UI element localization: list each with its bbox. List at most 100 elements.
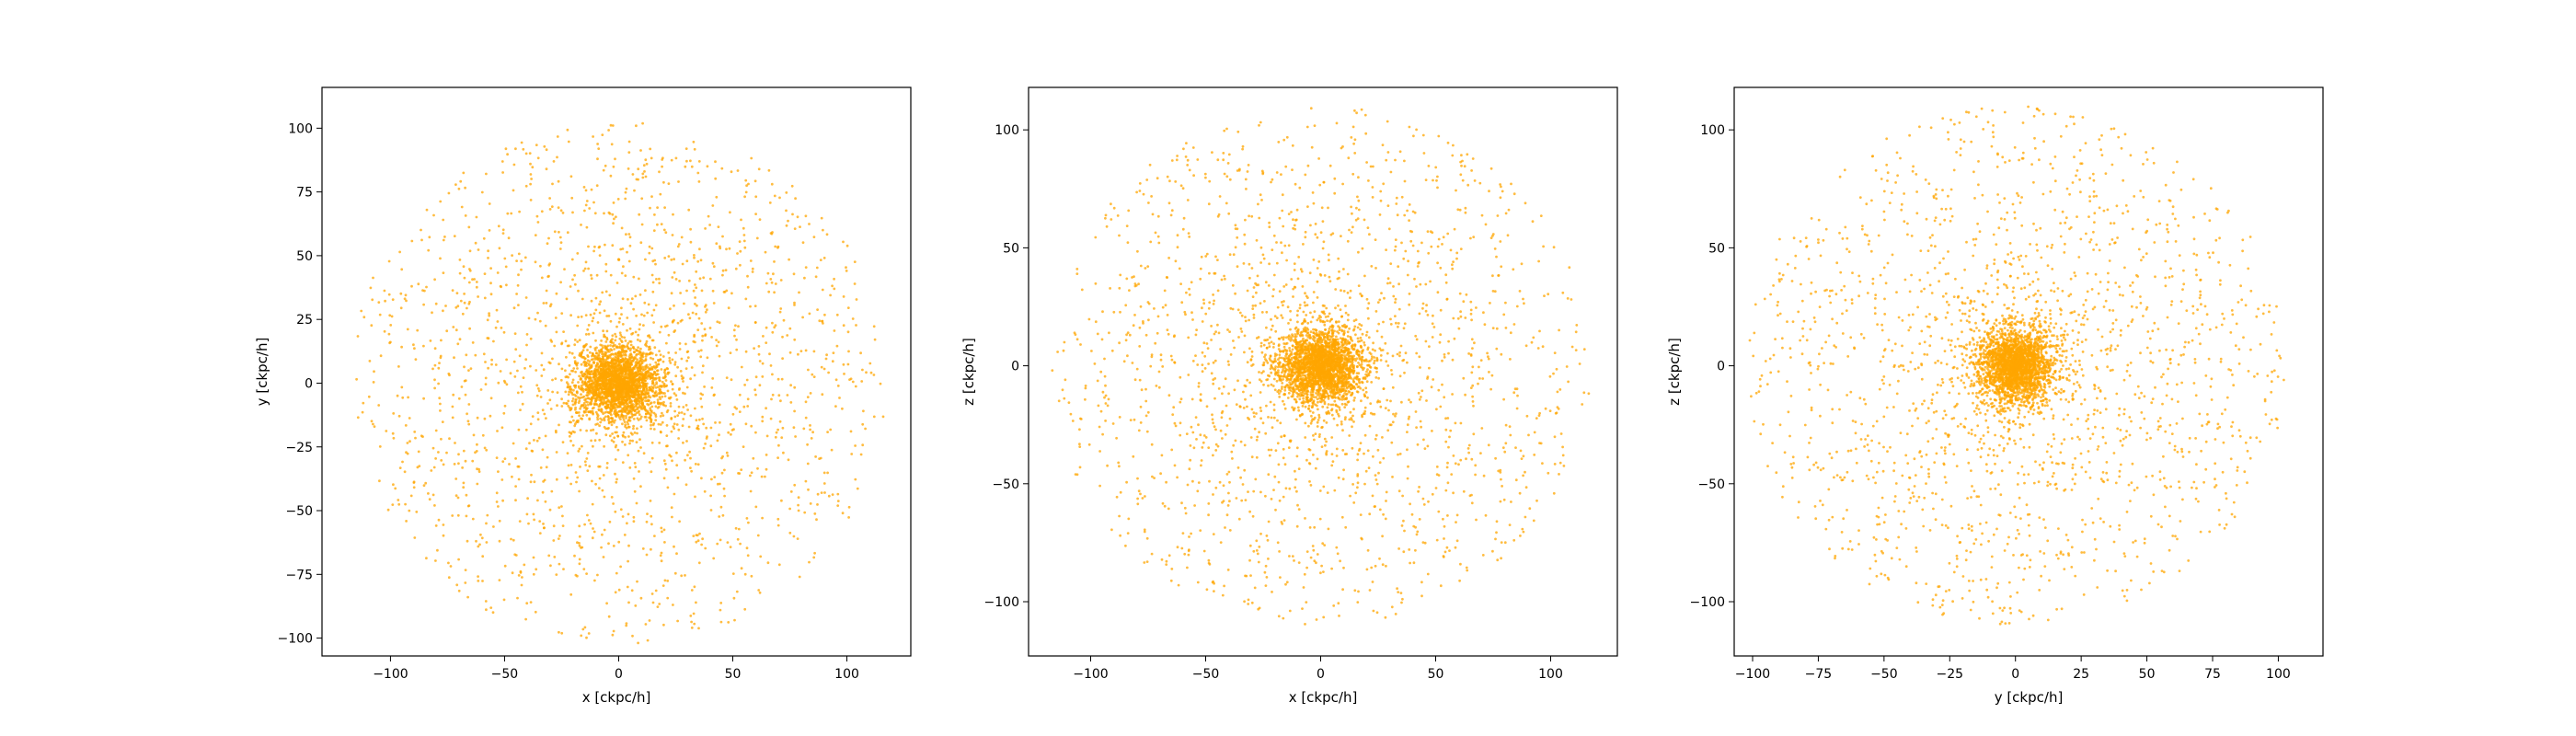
data-point xyxy=(520,141,523,144)
data-point xyxy=(488,312,490,316)
data-point xyxy=(744,178,748,182)
data-point xyxy=(869,371,873,374)
data-point xyxy=(590,391,593,395)
data-point xyxy=(1471,347,1474,350)
data-point xyxy=(631,408,635,411)
data-point xyxy=(862,409,865,413)
data-point xyxy=(649,367,651,370)
data-point xyxy=(674,374,678,378)
data-point xyxy=(628,416,632,420)
data-point xyxy=(627,601,630,604)
data-point xyxy=(723,494,726,498)
data-point xyxy=(645,391,648,395)
data-point xyxy=(708,277,712,281)
data-point xyxy=(1404,351,1408,355)
data-point xyxy=(615,425,618,429)
data-point xyxy=(693,585,696,589)
data-point xyxy=(827,494,831,498)
data-point xyxy=(674,351,677,354)
data-point xyxy=(484,376,488,380)
data-point xyxy=(771,321,774,325)
data-point xyxy=(585,362,589,364)
data-point xyxy=(580,224,582,226)
data-point xyxy=(408,440,411,443)
data-point xyxy=(709,509,713,512)
data-point xyxy=(646,638,650,642)
data-point xyxy=(627,341,630,345)
data-point xyxy=(478,543,481,546)
data-point xyxy=(1182,216,1186,220)
data-point xyxy=(488,202,491,205)
data-point xyxy=(442,218,445,222)
data-point xyxy=(818,319,822,323)
data-point xyxy=(551,357,554,361)
data-point xyxy=(619,358,623,362)
data-point xyxy=(531,415,535,418)
data-point xyxy=(794,435,797,438)
data-point xyxy=(590,382,593,385)
data-point xyxy=(1357,590,1360,593)
data-point xyxy=(596,376,599,380)
data-point xyxy=(420,238,423,242)
data-point xyxy=(477,248,480,251)
data-point xyxy=(1103,374,1107,378)
data-point xyxy=(519,408,522,411)
data-point xyxy=(731,412,735,416)
data-point xyxy=(1252,411,1256,415)
data-point xyxy=(710,477,713,481)
data-point xyxy=(825,353,828,357)
data-point xyxy=(601,489,604,492)
data-point xyxy=(576,340,580,343)
data-point xyxy=(1414,548,1417,552)
data-point xyxy=(588,418,592,421)
data-point xyxy=(414,436,417,440)
data-point xyxy=(416,328,420,332)
data-point xyxy=(1421,302,1425,305)
data-point xyxy=(660,559,663,563)
data-point xyxy=(648,461,651,464)
data-point xyxy=(1135,367,1139,371)
data-point xyxy=(559,281,562,284)
data-point xyxy=(581,351,583,354)
data-point xyxy=(589,409,592,413)
data-point xyxy=(639,415,643,419)
data-point xyxy=(602,556,605,558)
data-point xyxy=(831,360,834,363)
data-point xyxy=(501,171,504,174)
data-point xyxy=(1316,457,1319,461)
data-point xyxy=(635,388,638,392)
data-point xyxy=(1157,241,1161,245)
data-point xyxy=(619,363,623,367)
data-point xyxy=(596,398,600,401)
data-point xyxy=(699,355,703,359)
data-point xyxy=(1316,425,1319,428)
data-point xyxy=(629,347,632,351)
data-point xyxy=(1205,252,1209,256)
data-point xyxy=(556,155,558,159)
data-point xyxy=(673,330,676,333)
data-point xyxy=(651,423,655,427)
data-point xyxy=(576,367,579,370)
data-point xyxy=(1246,361,1249,364)
data-point xyxy=(696,424,700,428)
data-point xyxy=(776,428,779,431)
data-point xyxy=(745,378,749,382)
data-point xyxy=(638,359,642,362)
data-point xyxy=(690,589,694,592)
data-point xyxy=(442,309,444,313)
data-point xyxy=(619,565,622,569)
data-point xyxy=(593,212,597,215)
data-point xyxy=(719,247,722,250)
data-point xyxy=(662,228,666,232)
data-point xyxy=(1389,317,1392,321)
data-point xyxy=(1255,438,1259,442)
data-point xyxy=(639,149,642,152)
data-point xyxy=(686,454,689,457)
data-point xyxy=(650,389,654,393)
data-point xyxy=(661,165,663,168)
data-point xyxy=(553,556,557,558)
data-point xyxy=(565,355,568,359)
data-point xyxy=(556,391,559,394)
data-point xyxy=(635,124,638,128)
data-point xyxy=(531,166,535,169)
